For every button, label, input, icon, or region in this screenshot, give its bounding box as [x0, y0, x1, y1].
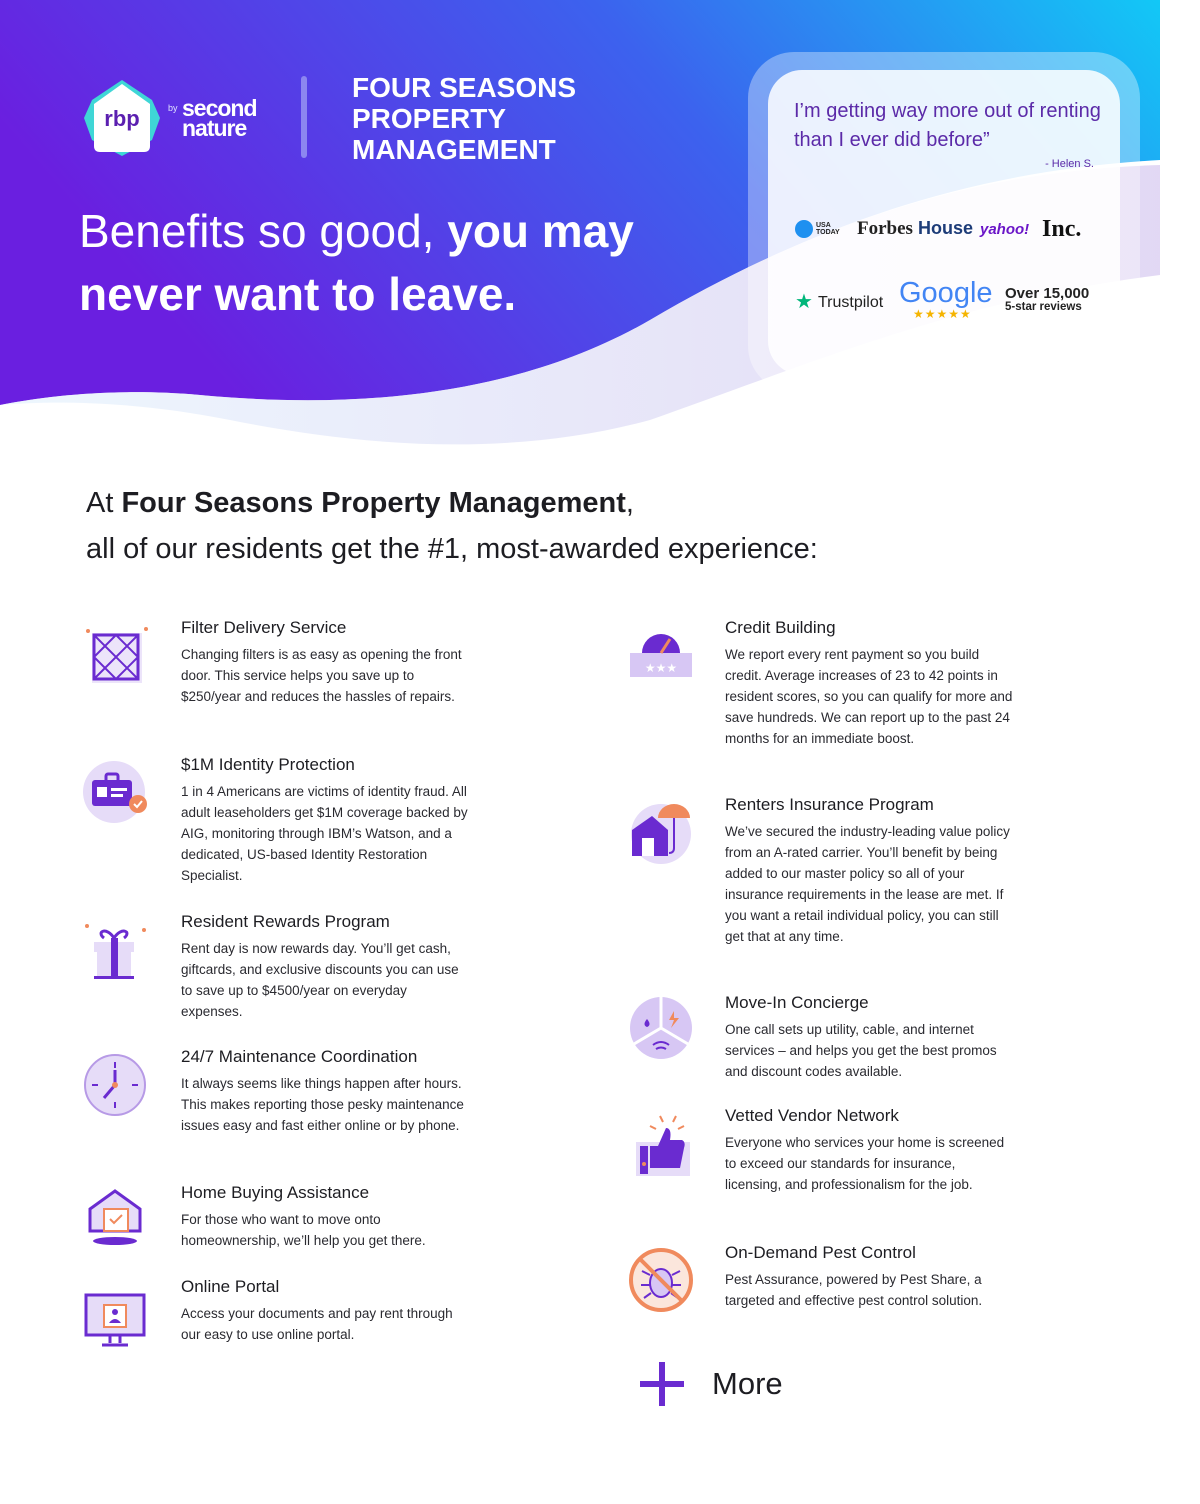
air-filter-icon [86, 627, 148, 683]
benefit-desc: We’ve secured the industry-leading value… [725, 824, 1010, 944]
benefit-desc: Everyone who services your home is scree… [725, 1135, 1005, 1192]
press-usa-today: USA TODAY [816, 222, 840, 236]
benefit-title: $1M Identity Protection [181, 755, 355, 774]
benefit-title: Home Buying Assistance [181, 1183, 370, 1202]
plus-icon [640, 1362, 684, 1406]
credit-gauge-icon: ★★★ [630, 634, 692, 677]
headline-bold-1: you may [447, 205, 634, 257]
benefit-title: Vetted Vendor Network [725, 1106, 899, 1125]
benefit-home-buying: Home Buying Assistance For those who want… [181, 1183, 471, 1251]
more-link[interactable]: More [638, 1360, 783, 1408]
intro-line-2: all of our residents get the #1, most-aw… [86, 533, 818, 565]
usa-today-dot-icon [795, 220, 813, 238]
benefit-desc: For those who want to move onto homeowne… [181, 1212, 426, 1248]
testimonial-quote: I’m getting way more out of renting than… [794, 100, 1101, 151]
thumbs-up-icon [636, 1115, 690, 1176]
benefit-desc: 1 in 4 Americans are victims of identity… [181, 784, 468, 883]
benefit-title: Credit Building [725, 618, 836, 637]
trustpilot-star-icon: ★ [795, 291, 813, 313]
benefit-maintenance: 24/7 Maintenance Coordination It always s… [181, 1047, 471, 1136]
benefit-identity-protection: $1M Identity Protection 1 in 4 Americans … [181, 755, 471, 886]
benefit-desc: Access your documents and pay rent throu… [181, 1306, 453, 1342]
headline-bold-2: never want to leave. [79, 268, 517, 320]
no-bug-icon [629, 1248, 693, 1312]
benefit-title: Resident Rewards Program [181, 912, 390, 931]
rbp-logo: rbp [84, 80, 160, 156]
review-count-sub: 5-star reviews [1005, 301, 1082, 313]
headline: Benefits so good, you may never want to l… [79, 200, 719, 326]
header-divider [301, 76, 307, 158]
press-house: House [918, 218, 974, 238]
more-label: More [712, 1366, 783, 1401]
benefit-renters-insurance: Renters Insurance Program We’ve secured t… [725, 795, 1015, 947]
svg-text:rbp: rbp [104, 106, 139, 131]
clock-icon [84, 1054, 146, 1116]
benefit-filter-delivery: Filter Delivery Service Changing filters … [181, 618, 471, 707]
benefit-vetted-vendors: Vetted Vendor Network Everyone who servic… [725, 1106, 1015, 1195]
benefit-title: Filter Delivery Service [181, 618, 347, 637]
utilities-icon [630, 997, 692, 1059]
benefit-desc: Rent day is now rewards day. You’ll get … [181, 941, 459, 1019]
benefit-desc: Pest Assurance, powered by Pest Share, a… [725, 1272, 983, 1308]
testimonial-author: - Helen S. [1045, 158, 1094, 170]
second-nature-logo: second nature [182, 95, 258, 141]
logo-by-text: by [168, 103, 178, 113]
benefit-title: 24/7 Maintenance Coordination [181, 1047, 418, 1066]
intro-heading: At Four Seasons Property Management, all … [86, 480, 818, 572]
benefit-title: On-Demand Pest Control [725, 1243, 916, 1262]
benefit-desc: One call sets up utility, cable, and int… [725, 1022, 997, 1079]
intro-company: Four Seasons Property Management [121, 487, 626, 519]
review-count: Over 15,000 [1005, 285, 1090, 302]
benefit-resident-rewards: Resident Rewards Program Rent day is now … [181, 912, 471, 1022]
google-stars: ★★★★★ [913, 307, 972, 321]
id-badge-icon [83, 761, 147, 823]
gift-icon [85, 924, 146, 979]
computer-icon [84, 1293, 146, 1347]
google-logo: Google [899, 277, 993, 309]
press-forbes: Forbes [857, 218, 913, 239]
intro-prefix: At [86, 487, 122, 519]
benefit-title: Online Portal [181, 1277, 280, 1296]
trustpilot-label: Trustpilot [818, 294, 884, 311]
benefit-title: Renters Insurance Program [725, 795, 934, 814]
benefit-title: Move-In Concierge [725, 993, 869, 1012]
testimonial-card [768, 70, 1120, 375]
home-calendar-icon [88, 1189, 142, 1245]
benefit-desc: It always seems like things happen after… [181, 1076, 464, 1133]
benefit-move-in-concierge: Move-In Concierge One call sets up utilit… [725, 993, 1015, 1082]
benefit-credit-building: Credit Building We report every rent paym… [725, 618, 1015, 749]
benefit-desc: Changing filters is as easy as opening t… [181, 647, 462, 704]
press-yahoo: yahoo! [980, 221, 1030, 238]
press-inc: Inc. [1042, 216, 1082, 242]
benefit-online-portal: Online Portal Access your documents and p… [181, 1277, 471, 1345]
company-name: FOUR SEASONS PROPERTY MANAGEMENT [352, 72, 577, 165]
benefit-pest-control: On-Demand Pest Control Pest Assurance, po… [725, 1243, 1015, 1311]
svg-text:★★★: ★★★ [645, 661, 677, 675]
intro-suffix: , [625, 487, 634, 519]
benefit-desc: We report every rent payment so you buil… [725, 647, 1013, 746]
umbrella-house-icon [631, 804, 691, 864]
headline-regular: Benefits so good, [79, 205, 448, 257]
